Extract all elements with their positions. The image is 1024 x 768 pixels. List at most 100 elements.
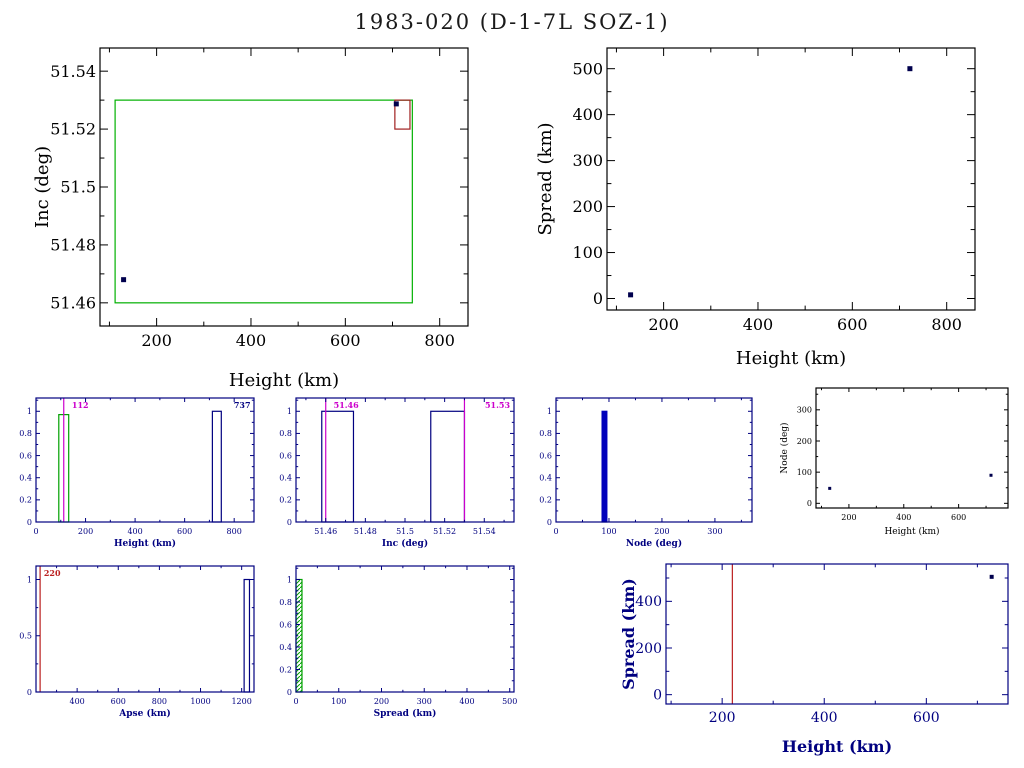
axis-box (35, 397, 255, 523)
x-tick-label: 600 (951, 513, 966, 522)
inc_vs_height-svg: 200 400 600 800 51.46 51.48 51.5 51.52 51.54 Heig… (32, 47, 469, 390)
x-tick-label: 200 (709, 710, 736, 726)
y-tick-label: 1 (287, 407, 292, 416)
x-tick-label: 400 (236, 331, 267, 350)
page-title: 1983-020 (D-1-7L SOZ-1) (354, 10, 670, 34)
region-box (394, 99, 411, 130)
axis-box (665, 563, 1009, 705)
y-tick-label: 300 (572, 151, 603, 170)
histogram-bar (321, 410, 355, 523)
data-point (121, 277, 127, 283)
axis-box (555, 397, 753, 523)
y-axis-label: Spread (km) (619, 578, 638, 690)
data-point (907, 66, 913, 72)
axis-box (295, 397, 515, 523)
x-tick-label: 600 (837, 315, 868, 334)
x-axis-label: Inc (deg) (382, 538, 428, 549)
x-tick-label: 600 (330, 331, 361, 350)
data-point (393, 101, 399, 107)
annotation: 737 (234, 400, 251, 410)
y-tick-label: 100 (572, 243, 603, 262)
y-tick-label: 0 (593, 289, 603, 308)
annotation: 220 (44, 568, 61, 578)
y-tick-label: 1 (287, 575, 292, 584)
plot-hist-height: 0 200 400 600 800 0 0.2 0.4 0.6 0.8 1 Height (km) 11… (12, 392, 260, 550)
x-tick-label: 51.54 (473, 527, 496, 536)
y-tick-label: 1 (27, 575, 32, 584)
plot-inc-vs-height: 200 400 600 800 51.46 51.48 51.5 51.52 51.54 Heig… (30, 38, 480, 390)
y-tick-label: 0.8 (19, 429, 32, 438)
y-tick-label: 51.52 (50, 120, 96, 139)
x-tick-label: 800 (424, 331, 455, 350)
x-tick-label: 200 (78, 527, 93, 536)
y-tick-label: 0 (653, 688, 662, 704)
axis-box (606, 47, 976, 311)
x-tick-label: 400 (743, 315, 774, 334)
x-axis-label: Height (km) (229, 370, 339, 390)
y-tick-label: 400 (635, 594, 662, 610)
y-tick-label: 0.4 (19, 474, 32, 483)
y-axis-label: Inc (deg) (32, 146, 53, 228)
hist_inc-svg: 51.46 51.48 51.5 51.52 51.54 0 0.2 0.4 0.6 0.8 1 In… (279, 397, 515, 549)
annotation: 51.46 (334, 400, 359, 410)
region-box (114, 99, 413, 304)
x-axis-label: Height (km) (884, 526, 939, 537)
x-tick-label: 400 (69, 697, 84, 706)
y-tick-label: 0 (547, 518, 552, 527)
x-tick-label: 200 (648, 315, 679, 334)
y-tick-label: 0.2 (279, 496, 292, 505)
x-axis-label: Height (km) (114, 538, 176, 549)
plot-hist-inc: 51.46 51.48 51.5 51.52 51.54 0 0.2 0.4 0.6 0.8 1 In… (272, 392, 520, 550)
x-tick-label: 0 (553, 527, 558, 536)
x-tick-label: 0 (33, 527, 38, 536)
x-tick-label: 500 (502, 697, 517, 706)
y-tick-label: 51.46 (50, 293, 96, 312)
y-tick-label: 0.6 (279, 451, 292, 460)
axis-box (815, 387, 1009, 509)
y-tick-label: 0.8 (279, 598, 292, 607)
x-tick-label: 51.5 (396, 527, 414, 536)
y-tick-label: 0.4 (539, 474, 552, 483)
x-tick-label: 800 (227, 527, 242, 536)
y-tick-label: 0.6 (539, 451, 552, 460)
x-tick-label: 300 (707, 527, 722, 536)
x-tick-label: 51.48 (354, 527, 377, 536)
axis-box (295, 565, 515, 693)
x-tick-label: 200 (141, 331, 172, 350)
x-tick-label: 600 (913, 710, 940, 726)
x-tick-label: 0 (293, 697, 298, 706)
y-tick-label: 0.5 (19, 632, 32, 641)
x-tick-label: 51.46 (314, 527, 337, 536)
x-axis-label: Node (deg) (626, 538, 682, 549)
y-tick-label: 200 (797, 437, 812, 446)
y-tick-label: 200 (635, 641, 662, 657)
data-point (989, 473, 993, 477)
x-tick-label: 400 (127, 527, 142, 536)
y-tick-label: 0.2 (539, 496, 552, 505)
plot-hist-spread: 0 100 200 300 400 500 0 0.2 0.4 0.6 0.8 1 Spread (km… (272, 560, 520, 720)
annotation: 51.53 (485, 400, 510, 410)
y-tick-label: 0 (27, 688, 32, 697)
x-axis-label: Apse (km) (118, 708, 170, 719)
y-tick-label: 51.48 (50, 236, 96, 255)
y-tick-label: 0.2 (279, 665, 292, 674)
plot-hist-node: 0 100 200 300 0 0.2 0.4 0.6 0.8 1 Node (deg) (532, 392, 758, 550)
y-tick-label: 51.54 (50, 62, 96, 81)
y-tick-label: 0.6 (279, 620, 292, 629)
histogram-bar (430, 410, 466, 523)
plot-spread-vs-height: 200 400 600 800 0 100 200 300 400 500 Height (km) S… (533, 38, 985, 368)
y-tick-label: 0.6 (19, 451, 32, 460)
axis-box (35, 565, 255, 693)
y-tick-label: 0.4 (279, 643, 292, 652)
y-tick-label: 500 (572, 59, 603, 78)
spread_vs_height_wide-svg: 200 400 600 0 200 400 Height (km) Spread (km) (619, 563, 1009, 756)
x-axis-label: Height (km) (782, 737, 892, 756)
y-tick-label: 0.8 (539, 429, 552, 438)
y-tick-label: 0.8 (279, 429, 292, 438)
y-tick-label: 0 (287, 518, 292, 527)
y-tick-label: 300 (797, 406, 812, 415)
x-axis-label: Height (km) (736, 348, 846, 368)
data-point (989, 574, 994, 579)
x-tick-label: 400 (811, 710, 838, 726)
x-tick-label: 600 (177, 527, 192, 536)
